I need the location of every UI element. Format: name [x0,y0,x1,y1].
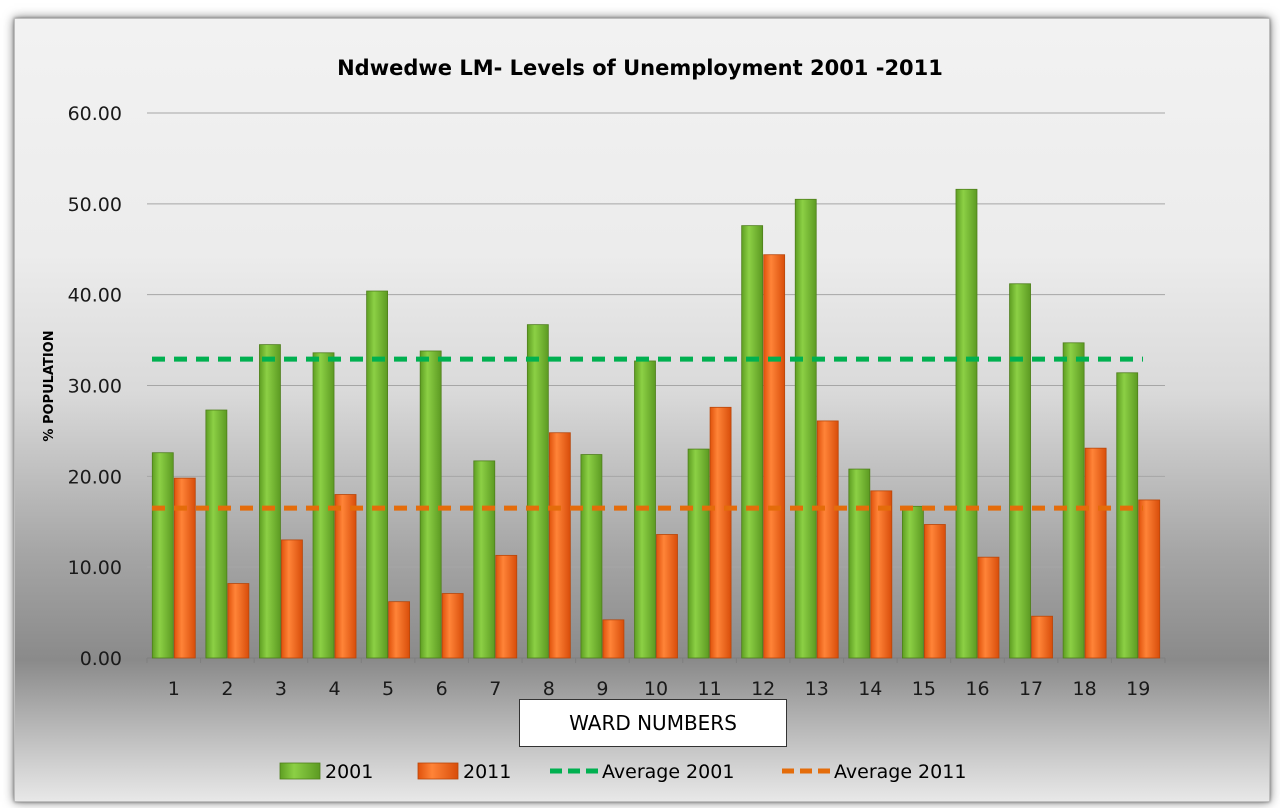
bar-2011-ward-11 [709,406,732,659]
legend: 2001 2011 Average 2001 Average 2011 [279,761,966,783]
legend-label-2001: 2001 [325,761,373,783]
bar-2011-ward-9 [602,619,625,659]
bar-2001-ward-17 [1009,283,1031,659]
bar-2011-ward-4 [334,494,357,659]
x-tick-label: 15 [912,678,936,700]
y-axis-label: % POPULATION [42,330,57,441]
x-tick-label: 1 [168,678,180,700]
x-tick-label: 11 [697,678,721,700]
bar-2011-ward-5 [388,601,411,659]
legend-swatch-2011 [417,762,459,780]
bar-2001-ward-9 [580,454,603,659]
x-tick-label: 5 [382,678,394,700]
x-tick-label: 17 [1019,678,1043,700]
bar-2001-ward-4 [312,352,335,659]
bar-2011-ward-1 [173,477,196,659]
bar-2011-ward-3 [281,539,303,659]
bars [151,188,1161,659]
x-tick-label: 9 [596,678,608,700]
x-tick-label: 18 [1073,678,1097,700]
y-tick-label: 0.00 [80,648,122,670]
bar-2011-ward-19 [1138,499,1161,659]
bar-2011-ward-18 [1084,447,1107,659]
y-tick-label: 10.00 [68,557,122,579]
x-tick-label: 3 [275,678,287,700]
bar-2001-ward-19 [1116,372,1139,659]
bar-2001-ward-6 [419,350,442,659]
x-axis-label: WARD NUMBERS [519,699,787,747]
bar-2001-ward-5 [366,290,389,659]
legend-label-average-2011: Average 2011 [834,761,966,783]
legend-label-average-2001: Average 2001 [602,761,734,783]
y-tick-label: 30.00 [68,376,122,398]
bar-2001-ward-12 [741,225,764,659]
legend-swatch-2001 [279,762,321,780]
x-tick-label: 7 [489,678,501,700]
x-tick-label: 13 [805,678,829,700]
y-tick-label: 50.00 [68,194,122,216]
x-tick-label: 6 [436,678,448,700]
bar-2011-ward-16 [977,556,1000,659]
legend-label-2011: 2011 [463,761,511,783]
bar-2011-ward-13 [816,420,839,659]
bar-2011-ward-8 [548,432,571,659]
bar-2011-ward-17 [1031,615,1053,659]
x-axis-ticks: 1 2 3 4 5 6 7 8 9 10 11 12 13 14 15 16 17 18 19 [168,678,1151,700]
y-axis-ticks: 0.00 10.00 20.00 30.00 40.00 50.00 60.00 [68,103,122,670]
x-tick-label: 10 [644,678,668,700]
bar-2001-ward-1 [151,452,174,659]
bar-2001-ward-16 [955,188,978,659]
x-tick-label: 16 [965,678,989,700]
chart-title: Ndwedwe LM- Levels of Unemployment 2001 … [337,56,943,80]
y-tick-label: 60.00 [68,103,122,125]
average-lines [152,356,1143,511]
x-tick-label: 2 [221,678,233,700]
bar-2001-ward-15 [901,505,924,659]
bar-2011-ward-2 [227,583,250,659]
bar-2001-ward-2 [205,409,228,659]
bar-2001-ward-18 [1062,342,1085,659]
x-tick-label: 4 [328,678,340,700]
x-tick-label: 14 [858,678,882,700]
bar-2001-ward-13 [794,198,817,659]
bar-2001-ward-14 [848,468,871,659]
x-tick-label: 8 [543,678,555,700]
bar-2001-ward-3 [259,344,281,659]
bar-2011-ward-15 [923,524,946,659]
bar-2011-ward-10 [656,534,678,659]
bar-2001-ward-11 [687,448,710,659]
x-tick-label: 19 [1126,678,1150,700]
bar-2011-ward-7 [495,554,518,659]
bar-2011-ward-14 [870,490,893,659]
y-tick-label: 40.00 [68,285,122,307]
bar-2011-ward-6 [441,593,464,659]
bar-2001-ward-8 [526,324,549,659]
x-tick-label: 12 [751,678,775,700]
y-tick-label: 20.00 [68,466,122,488]
bar-2011-ward-12 [763,254,786,659]
bar-2001-ward-7 [473,460,496,659]
